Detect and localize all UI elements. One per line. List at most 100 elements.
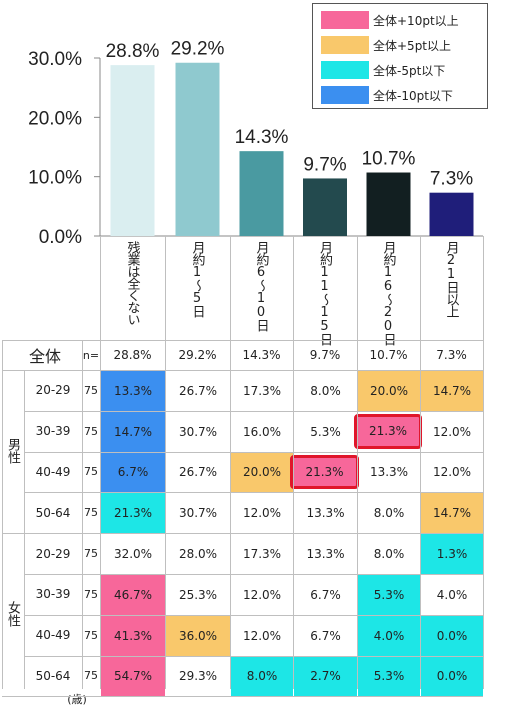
table-cell: 8.0% xyxy=(373,547,405,562)
table-cell: 21.3% xyxy=(354,413,422,449)
y-tick-label: 0.0% xyxy=(39,227,82,248)
n-value: 75 xyxy=(84,506,98,520)
table-cell: 30.7% xyxy=(178,506,218,521)
grid-vline xyxy=(165,236,166,689)
bar xyxy=(303,178,347,236)
table-cell: 26.7% xyxy=(178,383,218,398)
bar xyxy=(110,65,155,237)
bar xyxy=(366,172,411,236)
table-cell: 41.3% xyxy=(101,615,165,656)
table-cell: 12.0% xyxy=(242,587,282,602)
unit-note: (歳) xyxy=(67,693,87,706)
y-tick-label: 30.0% xyxy=(28,49,82,70)
total-cell: 9.7% xyxy=(309,348,341,362)
group-label: 女性 xyxy=(5,600,20,627)
table-cell: 6.7% xyxy=(101,452,165,493)
table-cell: 12.0% xyxy=(242,628,282,643)
legend-label: 全体+10pt以上 xyxy=(373,13,459,28)
total-label: 全体 xyxy=(28,347,61,366)
legend-item: 全体+10pt以上 xyxy=(321,10,459,30)
grid-hline xyxy=(24,614,483,616)
table-cell: 25.3% xyxy=(178,587,218,602)
grid-vline xyxy=(2,340,3,689)
table-cell: 4.0% xyxy=(358,615,420,656)
bar xyxy=(239,151,284,236)
table-cell: 1.3% xyxy=(421,534,483,574)
legend-swatch xyxy=(321,36,369,54)
group-label: 男性 xyxy=(5,437,20,464)
table-cell: 12.0% xyxy=(242,506,282,521)
n-value: 75 xyxy=(84,547,98,561)
table-cell: 5.3% xyxy=(310,424,341,439)
legend: 全体+10pt以上 全体+5pt以上全体-5pt以下全体-10pt以下 xyxy=(312,3,488,109)
table-cell: 29.3% xyxy=(178,669,218,684)
category-label: 月約6〜10日 xyxy=(253,241,269,331)
table-cell: 4.0% xyxy=(436,587,468,602)
table-cell: 54.7% xyxy=(101,656,165,697)
table-cell: 14.7% xyxy=(101,411,165,452)
table-cell: 20.0% xyxy=(231,452,293,493)
table-cell: 6.7% xyxy=(310,628,341,643)
age-label: 40-49 xyxy=(35,628,71,643)
bar-value-label: 9.7% xyxy=(303,154,346,175)
table-cell: 26.7% xyxy=(178,465,218,480)
bar xyxy=(429,192,474,236)
table-cell: 8.0% xyxy=(310,383,341,398)
legend-label: 全体-10pt以下 xyxy=(373,88,453,103)
grid-vline xyxy=(420,236,421,689)
table-cell: 21.3% xyxy=(101,493,165,534)
grid-vline xyxy=(230,236,231,689)
table-cell: 2.7% xyxy=(294,656,357,697)
age-label: 50-64 xyxy=(35,505,71,520)
grid-vline xyxy=(24,370,25,689)
table-cell: 30.7% xyxy=(178,424,218,439)
table-cell: 13.3% xyxy=(369,465,409,480)
total-cell: 28.8% xyxy=(113,348,152,362)
legend-swatch xyxy=(321,11,369,29)
table-cell: 13.3% xyxy=(306,506,345,521)
grid-hline xyxy=(2,533,483,535)
total-cell: 10.7% xyxy=(369,348,408,362)
table-cell: 13.3% xyxy=(306,547,345,562)
category-label: 月約1〜5日 xyxy=(189,241,205,317)
bar-value-label: 14.3% xyxy=(235,127,289,148)
bar-value-label: 10.7% xyxy=(362,149,416,170)
total-cell: 7.3% xyxy=(436,348,467,362)
table-cell: 32.0% xyxy=(113,547,153,562)
n-value: 75 xyxy=(84,587,98,601)
age-label: 20-29 xyxy=(35,383,71,398)
legend-label: 全体+5pt以上 xyxy=(373,38,452,53)
grid-hline xyxy=(24,655,483,657)
table-cell: 5.3% xyxy=(358,575,420,615)
grid-vline xyxy=(357,236,358,689)
category-label: 月約16〜20日 xyxy=(380,241,396,345)
n-value: 75 xyxy=(84,383,98,397)
table-cell: 8.0% xyxy=(373,506,405,521)
bar-value-label: 28.8% xyxy=(106,41,160,62)
n-value: 75 xyxy=(84,465,98,479)
table-cell: 13.3% xyxy=(101,371,165,411)
table-cell: 20.0% xyxy=(358,371,420,411)
bar-chart: 0.0% 10.0% 20.0% 30.0% 28.8% 29.2% 14.3% 9.7% 10… xyxy=(28,39,483,248)
category-label: 月約11〜15日 xyxy=(317,241,332,345)
table-cell: 0.0% xyxy=(421,656,483,697)
n-value: 75 xyxy=(84,628,98,642)
grid-hline xyxy=(2,340,483,341)
age-label: 20-29 xyxy=(35,546,71,561)
n-value: 75 xyxy=(84,669,98,683)
table-cell: 46.7% xyxy=(101,575,165,615)
category-label: 月21日以上 xyxy=(443,241,459,317)
table-cell: 17.3% xyxy=(242,547,282,562)
table-cell: 14.7% xyxy=(421,493,483,534)
table-cell: 36.0% xyxy=(166,615,230,656)
bar-value-label: 29.2% xyxy=(171,39,225,60)
grid-vline xyxy=(293,236,294,689)
legend-item: 全体-10pt以下 xyxy=(321,85,453,105)
grid-vline xyxy=(100,236,101,689)
table-cell: 28.0% xyxy=(178,547,218,562)
age-label: 50-64 xyxy=(35,668,71,683)
age-label: 40-49 xyxy=(35,464,71,479)
table-cell: 6.7% xyxy=(310,587,341,602)
table-cell: 5.3% xyxy=(358,656,420,697)
legend-item: 全体-5pt以下 xyxy=(321,60,445,80)
